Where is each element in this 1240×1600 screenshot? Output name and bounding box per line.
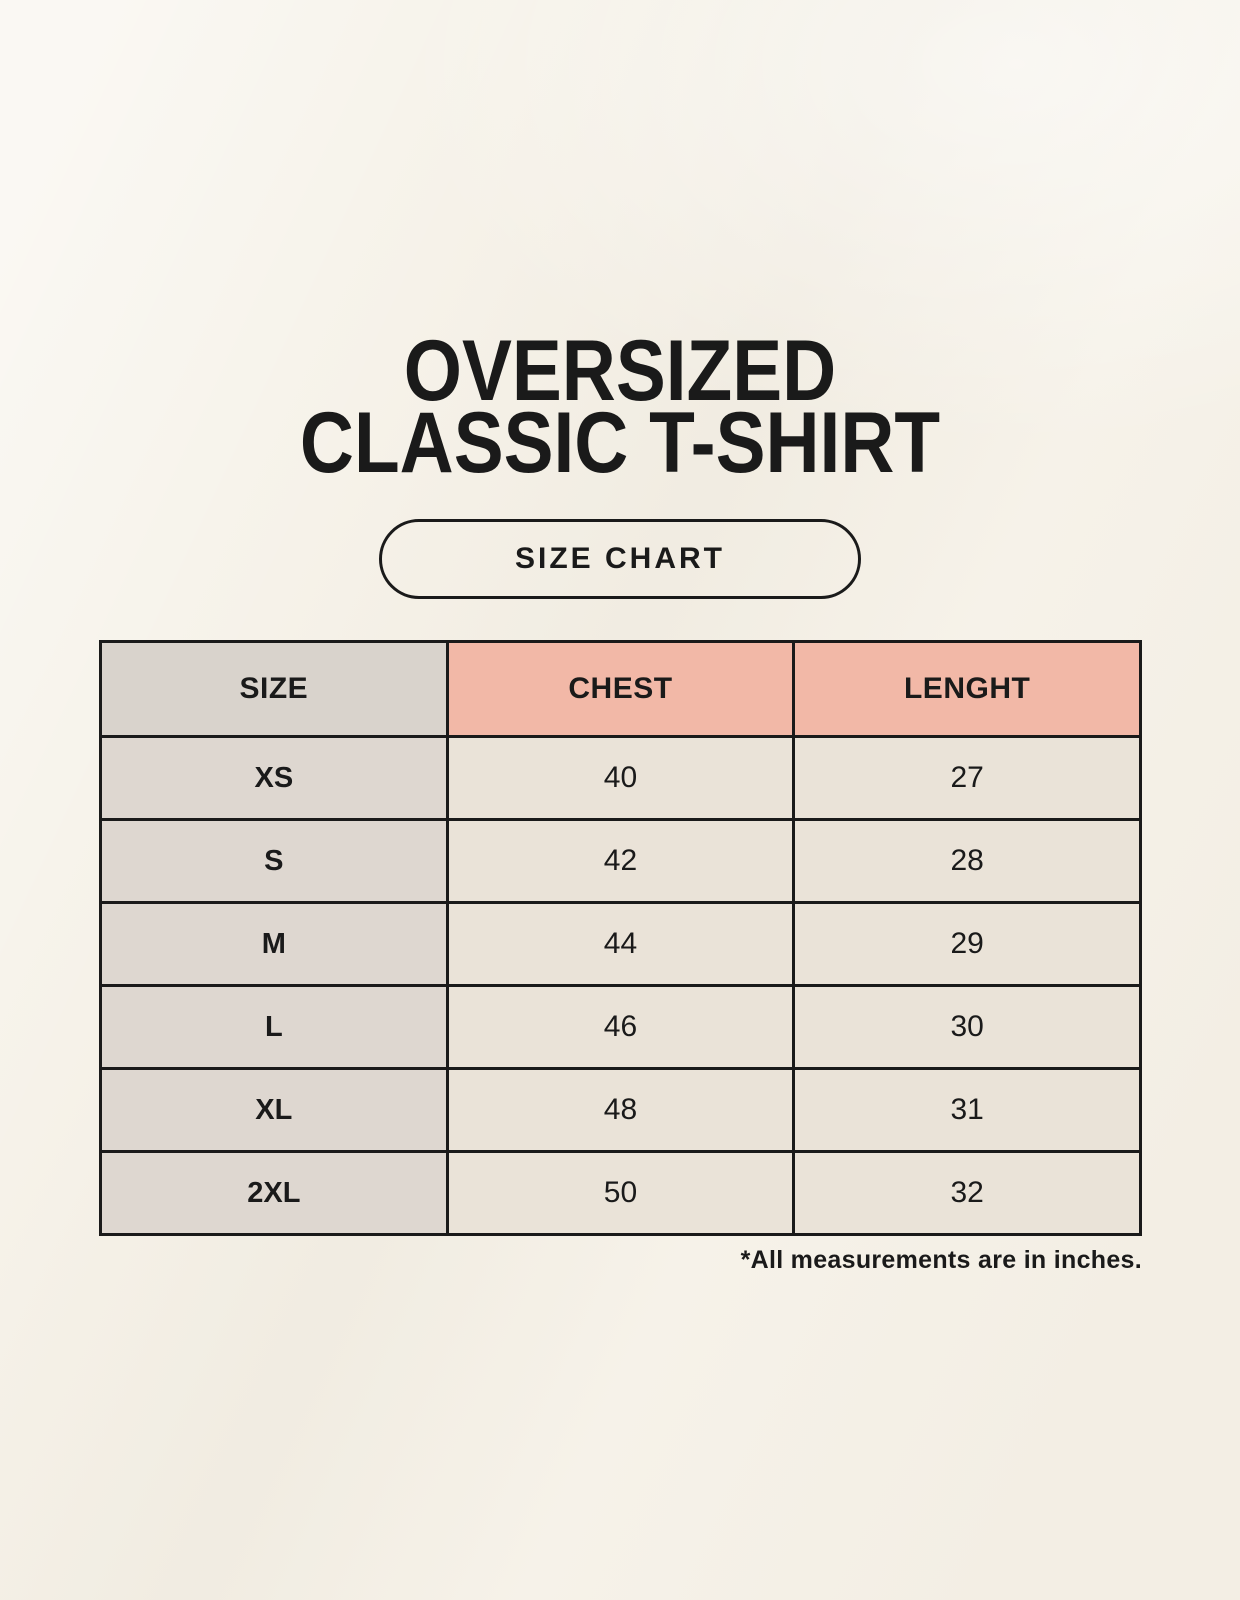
product-title-line1: OVERSIZED	[403, 323, 837, 419]
length-cell: 30	[792, 984, 1142, 1070]
table-row: XS 40 27	[99, 735, 1142, 821]
length-cell: 29	[792, 901, 1142, 987]
column-header-size: SIZE	[99, 640, 449, 738]
chest-cell: 50	[445, 1150, 796, 1236]
size-chart-button[interactable]: SIZE CHART	[379, 519, 861, 599]
size-cell: L	[99, 984, 449, 1070]
length-cell: 32	[792, 1150, 1142, 1236]
table-row: XL 48 31	[99, 1067, 1142, 1153]
product-title-line2: CLASSIC T-SHIRT	[299, 395, 941, 492]
size-cell: XL	[99, 1067, 449, 1153]
table-row: M 44 29	[99, 901, 1142, 987]
length-cell: 31	[792, 1067, 1142, 1153]
size-cell: S	[99, 818, 449, 904]
size-cell: 2XL	[99, 1150, 449, 1236]
table-header-row: SIZE CHEST LENGHT	[99, 640, 1142, 738]
chest-cell: 46	[445, 984, 796, 1070]
table-row: 2XL 50 32	[99, 1150, 1142, 1236]
product-title: OVERSIZED CLASSIC T-SHIRT	[81, 323, 1160, 492]
size-chart-button-label: SIZE CHART	[515, 542, 725, 575]
table-row: S 42 28	[99, 818, 1142, 904]
column-header-chest: CHEST	[445, 640, 796, 738]
size-chart-table: SIZE CHEST LENGHT XS 40 27 S 42 28 M 44 …	[99, 640, 1142, 1236]
size-cell: XS	[99, 735, 449, 821]
chest-cell: 44	[445, 901, 796, 987]
measurements-note: *All measurements are in inches.	[740, 1246, 1142, 1274]
table-row: L 46 30	[99, 984, 1142, 1070]
chest-cell: 40	[445, 735, 796, 821]
chest-cell: 42	[445, 818, 796, 904]
length-cell: 27	[792, 735, 1142, 821]
length-cell: 28	[792, 818, 1142, 904]
size-cell: M	[99, 901, 449, 987]
column-header-length: LENGHT	[792, 640, 1142, 738]
chest-cell: 48	[445, 1067, 796, 1153]
